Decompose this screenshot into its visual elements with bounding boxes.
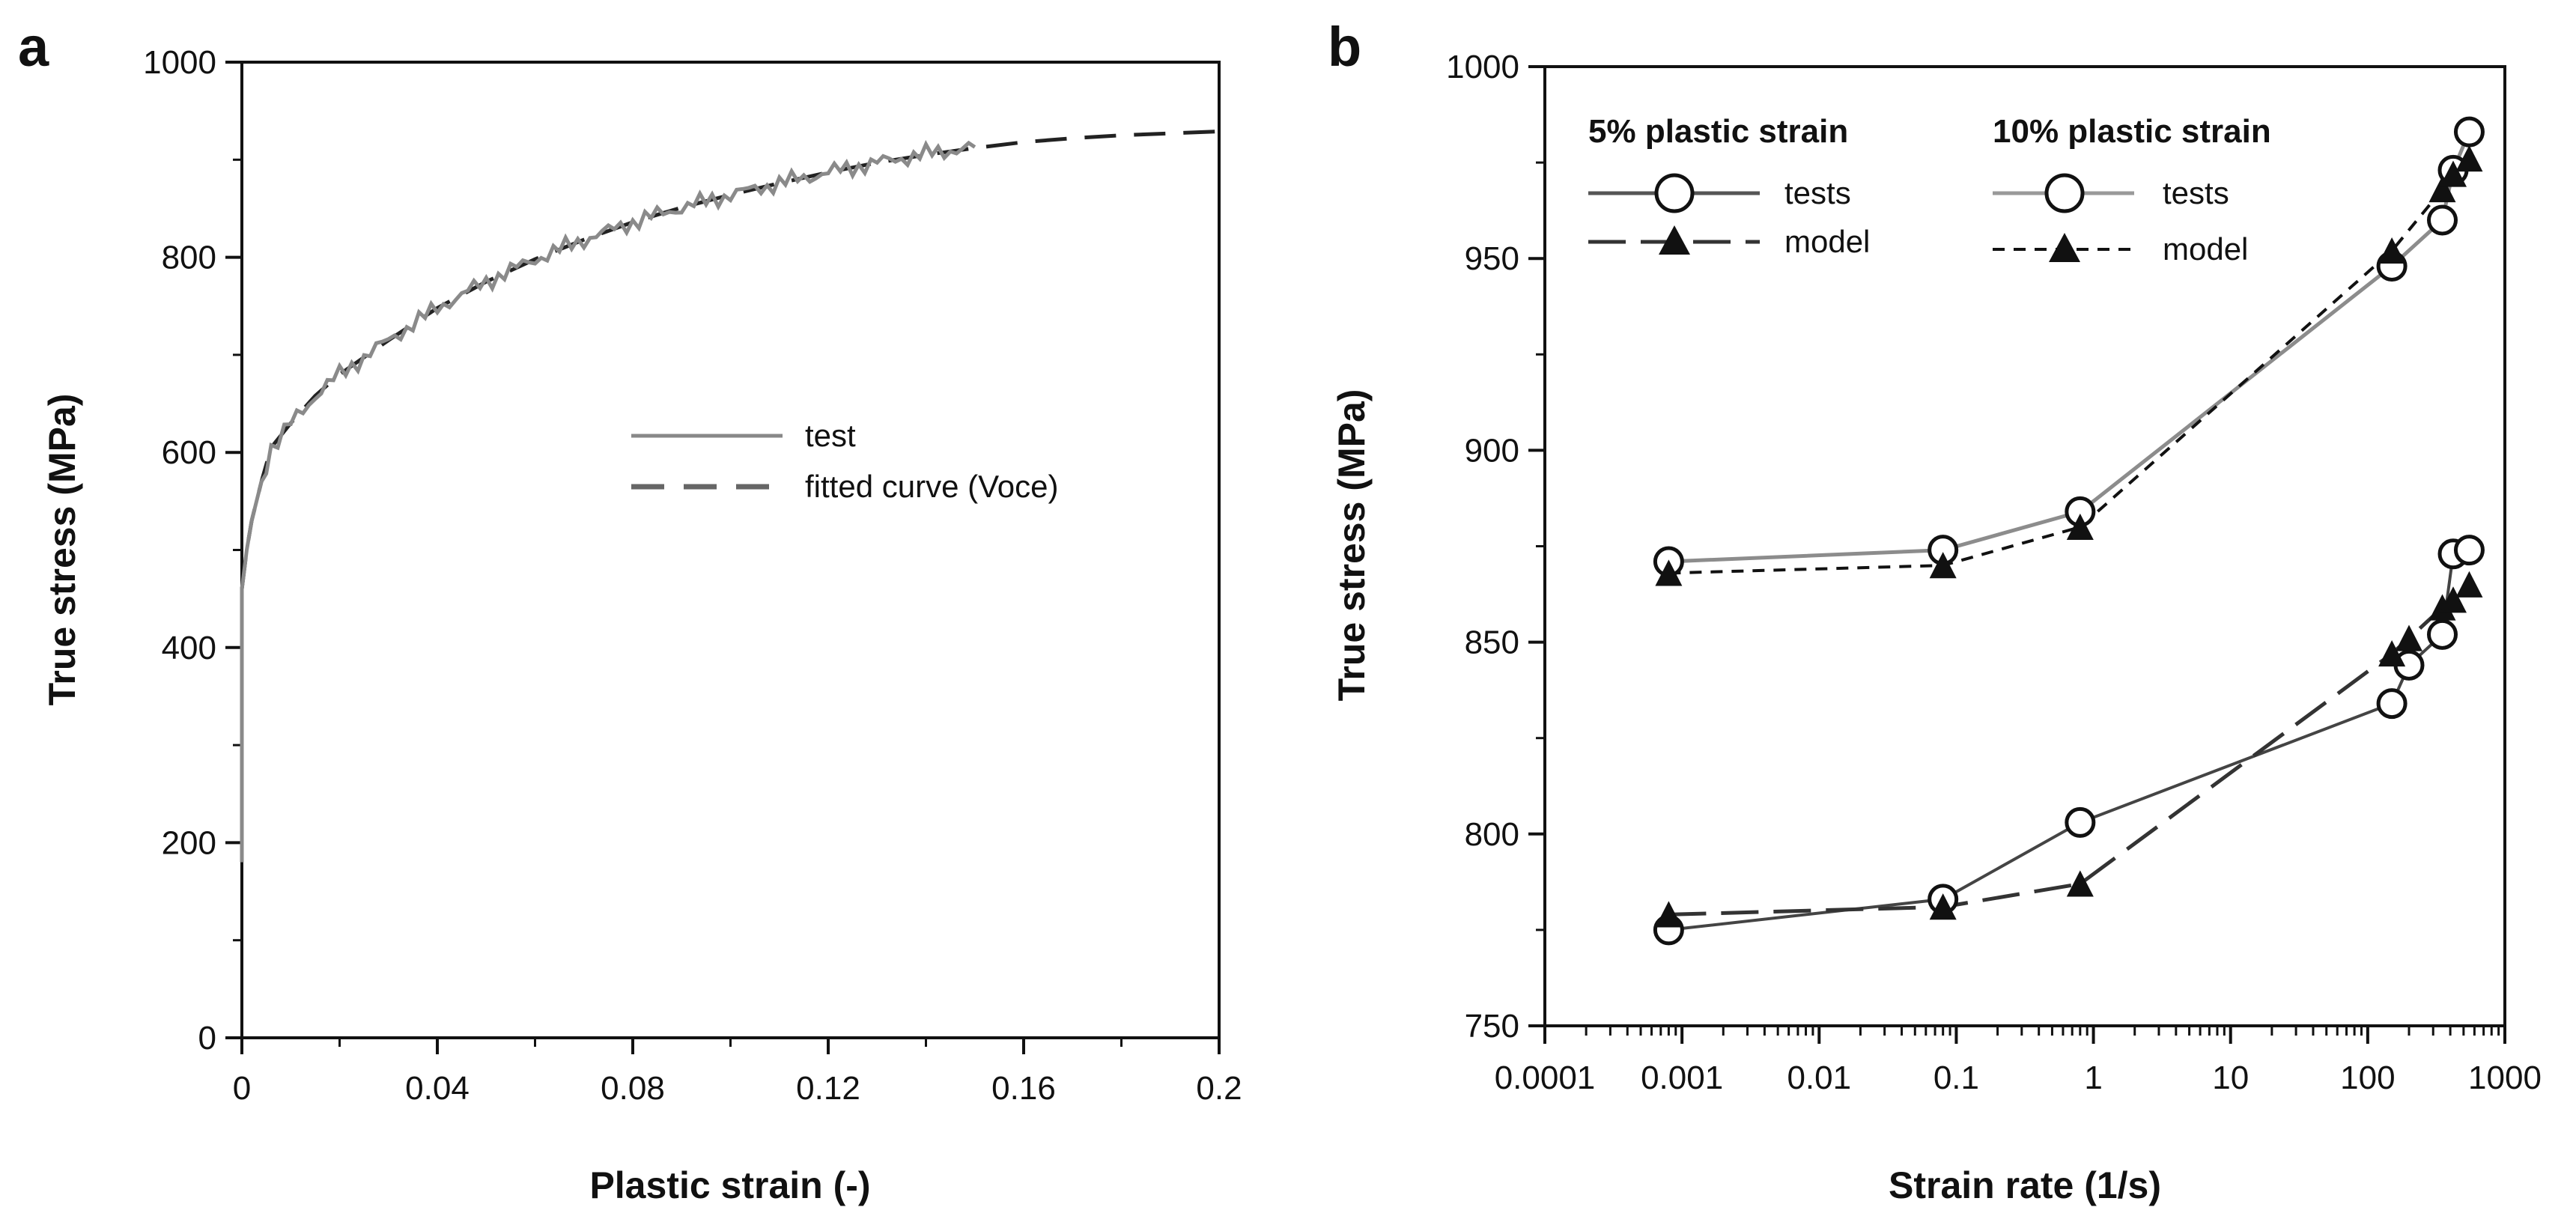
panel-a-xlabel: Plastic strain (-)	[589, 1164, 870, 1206]
panel-a-label: a	[18, 16, 49, 78]
model-point-marker	[2455, 145, 2483, 172]
panel-b-series	[1653, 116, 2485, 946]
x-tick-label: 0	[233, 1070, 251, 1107]
y-tick-label: 0	[198, 1020, 216, 1057]
test-curve-line	[240, 139, 976, 863]
y-tick-label: 600	[162, 434, 216, 471]
x-tick-label: 0.08	[601, 1070, 665, 1107]
y-tick-label: 850	[1465, 624, 1519, 661]
y-tick-label: 1000	[143, 44, 216, 81]
y-tick-label: 800	[1465, 816, 1519, 853]
y-tick-label: 200	[162, 824, 216, 861]
x-tick-label: 1	[2084, 1060, 2102, 1096]
model-point-marker	[1655, 901, 1683, 928]
model-point-marker	[2455, 571, 2483, 598]
x-tick-label: 0.04	[405, 1070, 470, 1107]
model-point-marker	[2066, 513, 2094, 540]
legend-5pct-tests-label: tests	[1784, 175, 1851, 210]
panel-b-label: b	[1328, 16, 1361, 78]
series-line-1	[1668, 583, 2471, 917]
y-tick-label: 800	[162, 240, 216, 276]
legend-10pct-tests-marker	[2044, 173, 2085, 213]
panel-a: a 0 0.04 0.08 0.12 0.16 0.202004006008001000 …	[18, 16, 1242, 1206]
y-tick-label: 400	[162, 630, 216, 666]
x-tick-label: 0.0001	[1495, 1060, 1596, 1096]
legend-5pct-model-marker	[1659, 225, 1690, 255]
model-point-marker	[2378, 639, 2406, 667]
test-point-marker	[2453, 116, 2485, 148]
legend-5pct-title: 5% plastic strain	[1588, 113, 1848, 150]
model-point-marker	[2428, 594, 2456, 621]
model-point-marker	[2440, 586, 2467, 613]
panel-b: b 0.0001 0.001 0.01 0.1 1 10 100 1000 750 800 850 9…	[1328, 16, 2542, 1206]
y-tick-label: 950	[1465, 240, 1519, 277]
legend-fitted-label: fitted curve (Voce)	[805, 469, 1058, 504]
panel-a-plot-frame	[240, 61, 1221, 1039]
model-point-marker	[1655, 559, 1683, 586]
model-point-marker	[1929, 893, 1957, 920]
panel-a-series	[240, 130, 1220, 863]
fitted-curve-line	[240, 130, 1220, 589]
panel-a-axes: 0 0.04 0.08 0.12 0.16 0.2 0 200 400 600 800 1000	[143, 44, 1242, 1107]
legend-5pct-tests-marker	[1654, 173, 1695, 213]
model-point-marker	[1929, 552, 1957, 579]
legend-10pct-tests-label: tests	[2163, 175, 2229, 210]
model-point-marker	[2428, 175, 2456, 203]
x-tick-label: 0.2	[1196, 1070, 1242, 1107]
test-point-marker	[2426, 618, 2458, 650]
x-tick-label: 0.001	[1641, 1060, 1723, 1096]
legend-10pct-model-label: model	[2163, 231, 2248, 267]
legend-test-label: test	[805, 418, 856, 453]
x-tick-label: 0.12	[796, 1070, 860, 1107]
legend-5pct-model-label: model	[1784, 224, 1870, 259]
test-point-marker	[2376, 688, 2408, 720]
test-point-marker	[2453, 535, 2485, 566]
model-point-marker	[2440, 160, 2467, 187]
x-tick-label: 0.16	[991, 1070, 1056, 1107]
x-tick-label: 0.1	[1933, 1060, 1979, 1096]
legend-10pct-model-marker	[2049, 233, 2080, 262]
y-tick-label: 750	[1465, 1008, 1519, 1045]
panel-b-legend: 5% plastic strain tests model 10% plasti…	[1588, 113, 2271, 267]
x-tick-label: 0.01	[1787, 1060, 1851, 1096]
panel-b-xlabel: Strain rate (1/s)	[1889, 1164, 2161, 1206]
panel-b-axes: 0.0001 0.001 0.01 0.1 1 10 100 1000 750 800 850 900…	[1446, 49, 2542, 1096]
series-line-0	[1668, 548, 2470, 931]
x-tick-label: 100	[2340, 1060, 2395, 1096]
y-tick-label: 900	[1465, 432, 1519, 469]
legend-10pct-title: 10% plastic strain	[1993, 113, 2271, 150]
model-point-marker	[2395, 624, 2422, 651]
x-tick-label: 10	[2212, 1060, 2249, 1096]
test-point-marker	[2065, 806, 2096, 838]
model-point-marker	[2378, 237, 2406, 264]
model-point-marker	[2066, 870, 2094, 897]
test-point-marker	[2426, 204, 2458, 236]
panel-b-plot-frame	[1543, 65, 2506, 1027]
y-tick-label: 1000	[1446, 49, 1519, 85]
x-tick-label: 1000	[2468, 1060, 2542, 1096]
panel-a-legend: test fitted curve (Voce)	[631, 418, 1058, 504]
panel-b-ylabel: True stress (MPa)	[1331, 389, 1373, 702]
panel-a-ylabel: True stress (MPa)	[41, 394, 83, 706]
